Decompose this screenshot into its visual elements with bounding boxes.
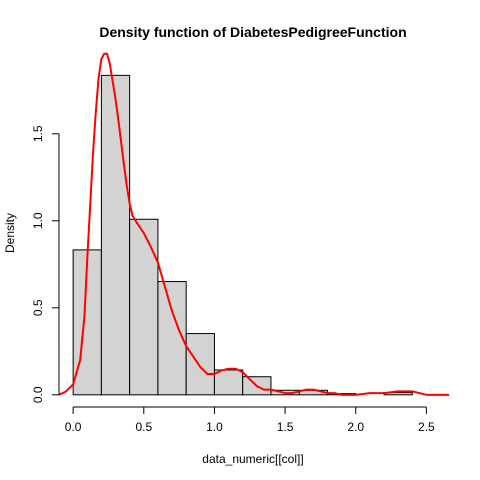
x-tick-label-2: 1.0 bbox=[206, 420, 223, 434]
x-axis: 0.0 0.5 1.0 1.5 2.0 2.5 bbox=[65, 406, 435, 434]
histogram-bar-5 bbox=[213, 369, 244, 396]
y-tick-label-2: 1.0 bbox=[31, 212, 45, 229]
x-tick-label-3: 1.5 bbox=[277, 420, 294, 434]
x-tick-label-5: 2.5 bbox=[418, 420, 435, 434]
histogram-bar-2 bbox=[129, 218, 159, 396]
histogram-bar-1 bbox=[100, 74, 131, 396]
y-tick-label-1: 0.5 bbox=[31, 299, 45, 316]
histogram-bars bbox=[72, 74, 413, 396]
x-tick-label-0: 0.0 bbox=[65, 420, 82, 434]
histogram-bar-3 bbox=[157, 281, 187, 396]
x-tick-label-4: 2.0 bbox=[347, 420, 364, 434]
y-tick-label-3: 1.5 bbox=[31, 125, 45, 142]
y-axis-label: Density bbox=[3, 213, 17, 253]
x-axis-label: data_numeric[[col]] bbox=[202, 452, 303, 466]
y-tick-label-0: 0.0 bbox=[31, 386, 45, 403]
y-axis: 0.0 0.5 1.0 1.5 bbox=[31, 125, 60, 403]
histogram-bar-4 bbox=[185, 333, 215, 396]
density-curve bbox=[58, 52, 449, 396]
x-tick-label-1: 0.5 bbox=[135, 420, 152, 434]
chart-title: Density function of DiabetesPedigreeFunc… bbox=[99, 24, 406, 40]
